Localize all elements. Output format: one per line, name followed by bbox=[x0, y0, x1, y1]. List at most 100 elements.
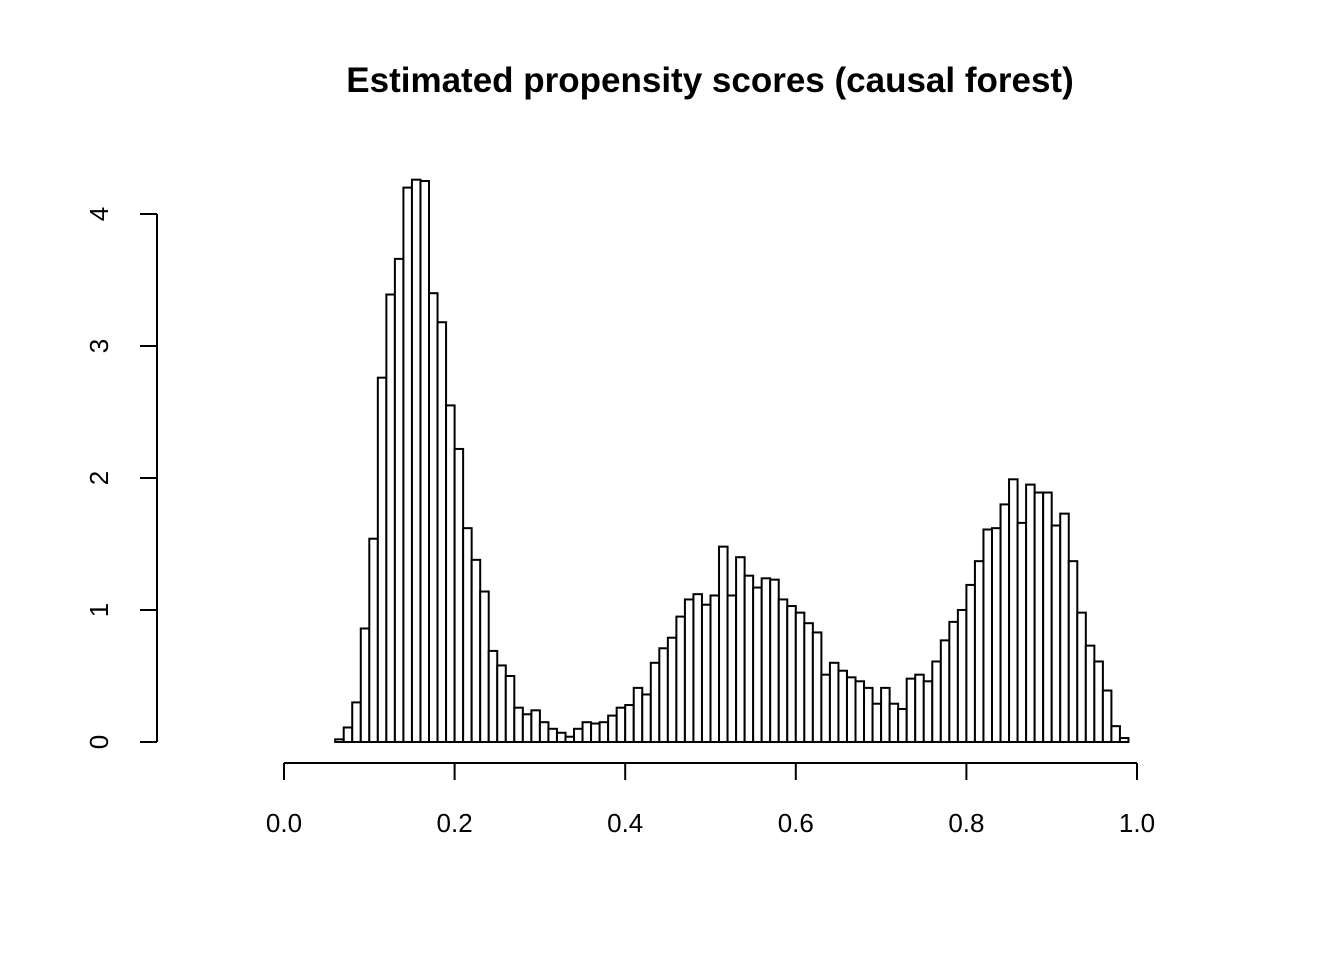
histogram-bar bbox=[1118, 737, 1130, 743]
histogram-bar bbox=[1076, 611, 1087, 744]
histogram-bar bbox=[530, 709, 541, 744]
histogram-bar bbox=[1025, 483, 1036, 743]
histogram-bar bbox=[547, 727, 558, 743]
histogram-bar bbox=[777, 598, 789, 743]
histogram-bar bbox=[1016, 521, 1028, 743]
histogram-bar bbox=[1093, 660, 1104, 743]
histogram-bar bbox=[948, 620, 959, 744]
histogram-bar bbox=[538, 721, 550, 744]
chart-title: Estimated propensity scores (causal fore… bbox=[346, 61, 1073, 100]
x-tick-label: 1.0 bbox=[1119, 808, 1155, 838]
histogram-bar bbox=[845, 676, 857, 744]
histogram-bar bbox=[965, 583, 976, 743]
histogram-bar bbox=[564, 735, 576, 743]
histogram-bar bbox=[581, 721, 593, 744]
x-tick-label: 0.0 bbox=[266, 808, 302, 838]
histogram-bar bbox=[359, 627, 371, 743]
histogram-bar bbox=[683, 598, 695, 743]
histogram-bar bbox=[351, 701, 362, 744]
histogram-bar bbox=[700, 603, 712, 743]
histogram-bar bbox=[445, 404, 456, 743]
histogram-bar bbox=[837, 669, 848, 743]
y-tick-label: 1 bbox=[84, 603, 114, 617]
histogram-bar bbox=[607, 714, 618, 743]
histogram-bar bbox=[871, 702, 883, 743]
y-axis: 0 1 2 3 4 bbox=[84, 207, 158, 749]
histogram-bar bbox=[615, 706, 627, 743]
histogram-bar bbox=[1059, 512, 1070, 744]
histogram-bar bbox=[692, 593, 703, 743]
histogram-bar bbox=[342, 726, 354, 743]
histogram-bar bbox=[939, 639, 951, 743]
histogram-bar bbox=[786, 605, 797, 743]
histogram-bar bbox=[555, 731, 567, 744]
histogram-bar bbox=[675, 615, 686, 743]
y-tick-label: 3 bbox=[84, 339, 114, 353]
histogram-bar bbox=[973, 560, 985, 743]
histogram-bar bbox=[419, 180, 431, 743]
histogram-bar bbox=[462, 527, 473, 743]
histogram-bar bbox=[1110, 725, 1121, 743]
histogram-bar bbox=[718, 545, 729, 744]
histogram-bar bbox=[854, 680, 866, 744]
histogram-bar bbox=[479, 590, 490, 744]
histogram-bar bbox=[428, 292, 439, 743]
histogram-bar bbox=[590, 722, 601, 744]
y-tick-label: 2 bbox=[84, 471, 114, 485]
y-tick-label: 0 bbox=[84, 735, 114, 749]
histogram-bar bbox=[666, 636, 678, 743]
histogram-bar bbox=[513, 706, 524, 743]
histogram-bar bbox=[726, 594, 738, 743]
x-tick-label: 0.6 bbox=[778, 808, 814, 838]
histogram-bar bbox=[385, 293, 396, 743]
histogram-bar bbox=[1033, 491, 1045, 743]
histogram-bar bbox=[1050, 524, 1062, 744]
histogram-bar bbox=[990, 527, 1002, 743]
histogram-bar bbox=[828, 661, 840, 743]
histogram-bar bbox=[368, 537, 379, 743]
histogram-bar bbox=[632, 686, 644, 744]
histogram-bar bbox=[496, 664, 507, 743]
histogram-bar bbox=[752, 586, 763, 743]
histogram-bar bbox=[410, 178, 422, 743]
histogram-bar bbox=[922, 680, 934, 744]
histogram-bar bbox=[769, 578, 780, 744]
histogram-bar bbox=[999, 503, 1011, 743]
histogram-bar bbox=[956, 609, 968, 743]
histogram-bar bbox=[1042, 491, 1053, 743]
histogram-bar bbox=[504, 675, 516, 743]
histogram-bar bbox=[1067, 560, 1079, 743]
x-tick-label: 0.2 bbox=[437, 808, 473, 838]
y-tick-label: 4 bbox=[84, 207, 114, 221]
histogram-bar bbox=[880, 686, 891, 744]
histogram-bar bbox=[487, 649, 499, 743]
histogram-bar bbox=[436, 321, 448, 743]
histogram-bar bbox=[598, 721, 610, 744]
histogram-bar bbox=[470, 558, 482, 744]
histogram-bar bbox=[794, 611, 806, 744]
histogram-bar bbox=[931, 660, 942, 743]
histogram-bar bbox=[1008, 478, 1019, 743]
histogram-bar bbox=[641, 693, 652, 743]
histogram-bar bbox=[905, 677, 917, 744]
x-tick-label: 0.4 bbox=[607, 808, 643, 838]
histogram-bar bbox=[1084, 644, 1096, 744]
histogram-bar bbox=[649, 661, 661, 743]
histogram-bar bbox=[811, 631, 823, 743]
x-tick-label: 0.8 bbox=[948, 808, 984, 838]
histogram-bar bbox=[982, 528, 993, 743]
histogram-bar bbox=[521, 713, 533, 744]
histogram-bar bbox=[1101, 689, 1113, 744]
histogram-bar bbox=[334, 738, 345, 743]
histogram-bar bbox=[735, 556, 746, 744]
histogram-bar bbox=[573, 727, 584, 743]
histogram-bar bbox=[376, 376, 388, 743]
histogram-bar bbox=[914, 673, 925, 743]
histogram-bar bbox=[888, 702, 900, 743]
histogram-bar bbox=[658, 647, 669, 744]
x-axis: 0.0 0.2 0.4 0.6 0.8 1.0 bbox=[266, 762, 1155, 838]
histogram-bar bbox=[760, 577, 772, 743]
histogram-bar bbox=[709, 594, 721, 743]
histogram-bar bbox=[820, 673, 831, 743]
